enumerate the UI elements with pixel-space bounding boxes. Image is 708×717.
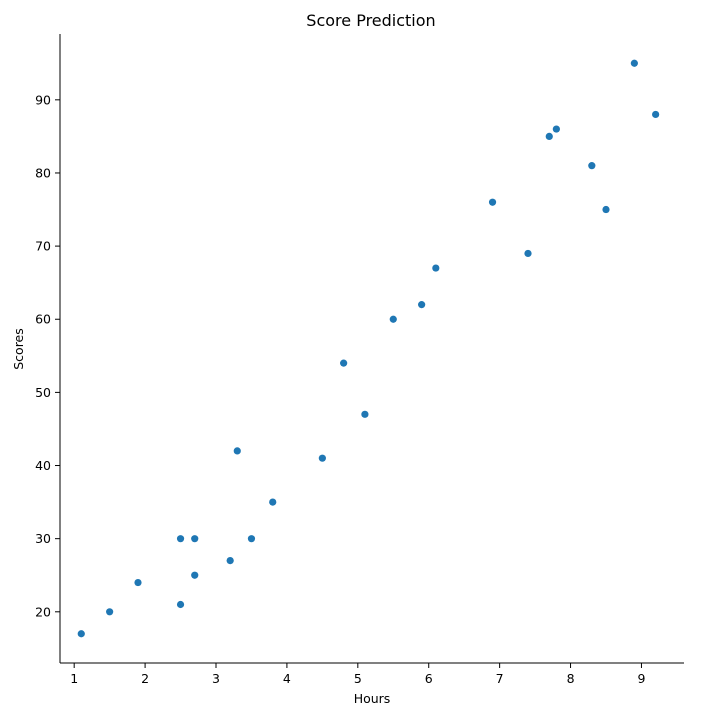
y-axis-label: Scores bbox=[11, 328, 26, 370]
data-point bbox=[191, 535, 199, 543]
data-point bbox=[652, 110, 660, 119]
y-tick-label: 30 bbox=[35, 531, 51, 546]
data-point bbox=[389, 315, 397, 323]
data-point bbox=[488, 198, 497, 206]
data-point bbox=[134, 578, 142, 587]
data-point bbox=[432, 264, 440, 272]
data-point bbox=[418, 301, 426, 309]
x-tick-label: 7 bbox=[496, 671, 504, 686]
data-point bbox=[524, 249, 532, 258]
y-tick-label: 40 bbox=[35, 458, 51, 473]
x-axis-ticks: 1 2 3 4 5 6 7 8 9 bbox=[70, 663, 645, 686]
x-tick-label: 6 bbox=[425, 671, 433, 686]
data-point bbox=[247, 535, 256, 543]
y-tick-label: 20 bbox=[35, 604, 51, 619]
chart-title: Score Prediction bbox=[306, 11, 435, 30]
y-axis-ticks: 20 30 40 50 60 70 80 90 bbox=[35, 92, 60, 619]
data-point bbox=[630, 59, 638, 67]
scatter-points bbox=[77, 59, 660, 638]
data-point bbox=[176, 535, 185, 543]
x-tick-label: 1 bbox=[70, 671, 78, 686]
y-tick-label: 70 bbox=[35, 239, 51, 254]
data-point bbox=[552, 125, 560, 133]
data-point bbox=[176, 600, 185, 609]
x-tick-label: 9 bbox=[637, 671, 645, 686]
x-tick-label: 8 bbox=[567, 671, 575, 686]
data-point bbox=[269, 498, 277, 506]
data-point bbox=[77, 630, 85, 638]
data-point bbox=[226, 557, 234, 565]
x-tick-label: 4 bbox=[283, 671, 291, 686]
x-tick-label: 3 bbox=[212, 671, 220, 686]
y-tick-label: 60 bbox=[35, 312, 51, 327]
y-tick-label: 80 bbox=[35, 165, 51, 180]
y-tick-label: 50 bbox=[35, 385, 51, 400]
data-point bbox=[361, 410, 369, 418]
data-point bbox=[602, 205, 610, 214]
x-tick-label: 2 bbox=[141, 671, 149, 686]
data-point bbox=[588, 162, 596, 170]
data-point bbox=[233, 447, 241, 455]
data-point bbox=[545, 132, 553, 140]
x-axis-label: Hours bbox=[354, 691, 391, 706]
data-point bbox=[318, 454, 326, 462]
data-point bbox=[106, 608, 114, 616]
y-tick-label: 90 bbox=[35, 92, 51, 107]
data-point bbox=[340, 359, 348, 367]
x-tick-label: 5 bbox=[354, 671, 362, 686]
data-point bbox=[191, 571, 199, 579]
